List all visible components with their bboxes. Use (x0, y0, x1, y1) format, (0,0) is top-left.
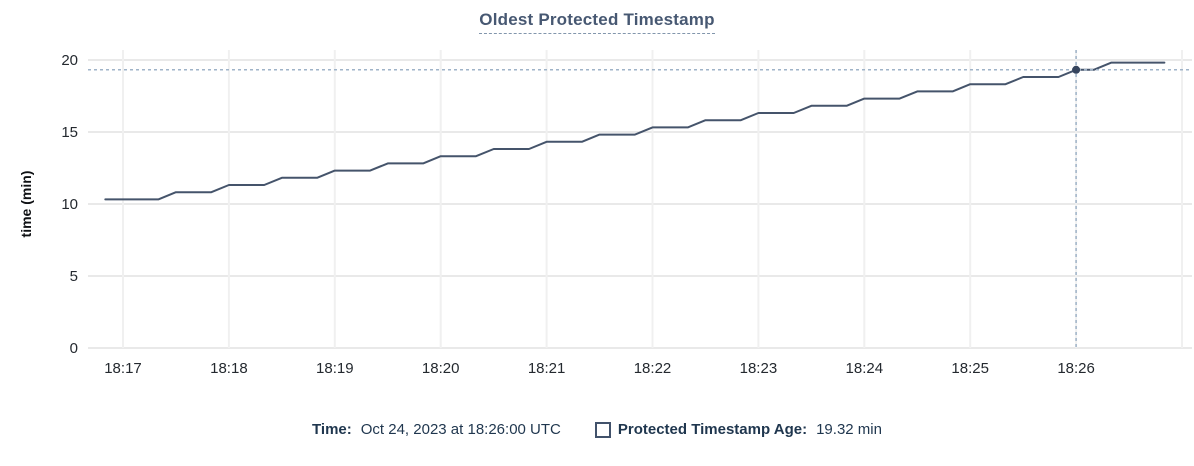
y-tick-label: 10 (61, 196, 78, 213)
x-gridlines (122, 50, 1183, 348)
plot-hover-area[interactable] (88, 50, 1192, 348)
x-tick-label: 18:20 (422, 360, 460, 377)
x-tick-label: 18:21 (528, 360, 566, 377)
x-tick-labels: 18:17 18:18 18:19 18:20 18:21 18:22 18:23 18:24… (104, 360, 1095, 377)
y-tick-label: 5 (70, 268, 78, 285)
x-tick-label: 18:22 (634, 360, 672, 377)
x-tick-label: 18:25 (951, 360, 989, 377)
time-value: Oct 24, 2023 at 18:26:00 UTC (360, 421, 561, 438)
y-tick-label: 15 (61, 124, 78, 141)
x-tick-label: 18:26 (1057, 360, 1095, 377)
x-tick-label: 18:24 (846, 360, 884, 377)
chart-title[interactable]: Oldest Protected Timestamp (479, 10, 715, 34)
x-tick-label: 18:19 (316, 360, 354, 377)
y-tick-label: 20 (61, 52, 78, 69)
y-tick-label: 0 (70, 340, 78, 357)
chart-title-row: Oldest Protected Timestamp (0, 10, 1194, 34)
hover-marker (1072, 65, 1081, 74)
hover-legend: Time: Oct 24, 2023 at 18:26:00 UTC Prote… (0, 420, 1194, 440)
x-tick-label: 18:23 (740, 360, 778, 377)
y-tick-labels: 0 5 10 15 20 (61, 52, 78, 357)
x-tick-label: 18:18 (210, 360, 248, 377)
series-legend-checkbox[interactable] (594, 422, 611, 438)
y-axis-title: time (min) (18, 171, 34, 238)
series-label: Protected Timestamp Age: (617, 421, 808, 438)
time-label: Time: (312, 421, 352, 438)
x-tick-label: 18:17 (104, 360, 142, 377)
series-line (104, 61, 1166, 201)
series-value: 19.32 min (816, 421, 882, 438)
